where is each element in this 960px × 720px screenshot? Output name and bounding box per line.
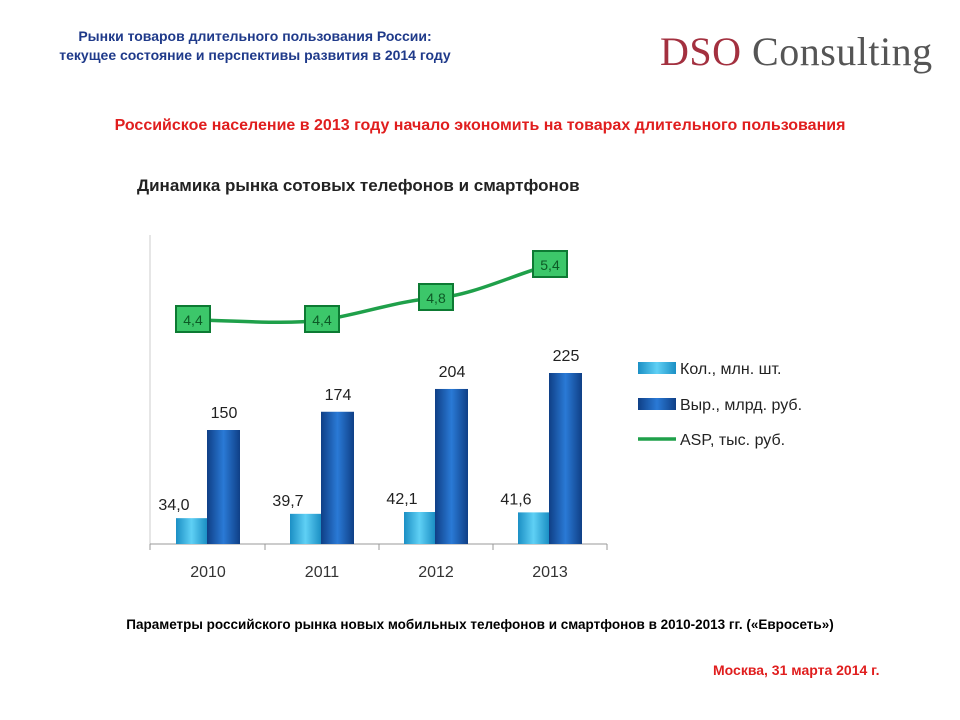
footer-date: Москва, 31 марта 2014 г. xyxy=(713,662,880,678)
bar-quantity xyxy=(176,518,207,544)
bar-quantity-label: 39,7 xyxy=(272,493,303,510)
chart-caption: Параметры российского рынка новых мобиль… xyxy=(126,617,834,632)
asp-marker xyxy=(532,250,568,278)
presentation-header: Рынки товаров длительного пользования Ро… xyxy=(20,27,490,65)
legend-label: Кол., млн. шт. xyxy=(680,361,781,378)
header-line-1: Рынки товаров длительного пользования Ро… xyxy=(78,28,432,44)
asp-line xyxy=(199,263,551,325)
header-line-2: текущее состояние и перспективы развития… xyxy=(59,47,451,63)
dso-consulting-logo: DSO Consulting xyxy=(660,28,933,75)
bar-revenue xyxy=(207,430,240,544)
legend-label: Выр., млрд. руб. xyxy=(680,397,802,414)
bar-quantity xyxy=(404,512,435,544)
asp-label: 5,4 xyxy=(540,257,560,273)
bar-revenue xyxy=(321,411,354,544)
asp-marker xyxy=(175,305,211,333)
bar-quantity-label: 41,6 xyxy=(500,491,531,508)
legend-label: ASP, тыс. руб. xyxy=(680,432,785,449)
asp-label: 4,4 xyxy=(312,312,332,328)
bar-revenue-label: 174 xyxy=(325,387,352,404)
bar-revenue xyxy=(435,388,468,544)
legend-swatch xyxy=(638,362,676,374)
logo-dso: DSO xyxy=(660,29,742,74)
bar-revenue-label: 204 xyxy=(439,364,466,381)
bar-revenue-label: 150 xyxy=(211,405,238,422)
bar-quantity-label: 42,1 xyxy=(386,491,417,508)
asp-marker xyxy=(418,283,454,311)
slide-subtitle: Российское население в 2013 году начало … xyxy=(114,117,846,134)
bar-quantity xyxy=(290,513,321,544)
bar-revenue xyxy=(549,373,582,544)
asp-label: 4,8 xyxy=(426,290,446,306)
legend-swatch xyxy=(638,398,676,410)
bar-quantity xyxy=(518,512,549,544)
asp-label: 4,4 xyxy=(183,312,203,328)
x-tick-label: 2011 xyxy=(305,564,340,581)
x-tick-label: 2013 xyxy=(532,564,568,581)
asp-marker xyxy=(304,305,340,333)
chart-title: Динамика рынка сотовых телефонов и смарт… xyxy=(137,176,580,195)
bar-quantity-label: 34,0 xyxy=(158,497,189,514)
x-tick-label: 2010 xyxy=(190,564,226,581)
bar-revenue-label: 225 xyxy=(553,348,580,365)
x-tick-label: 2012 xyxy=(418,564,454,581)
logo-consulting: Consulting xyxy=(741,29,933,74)
